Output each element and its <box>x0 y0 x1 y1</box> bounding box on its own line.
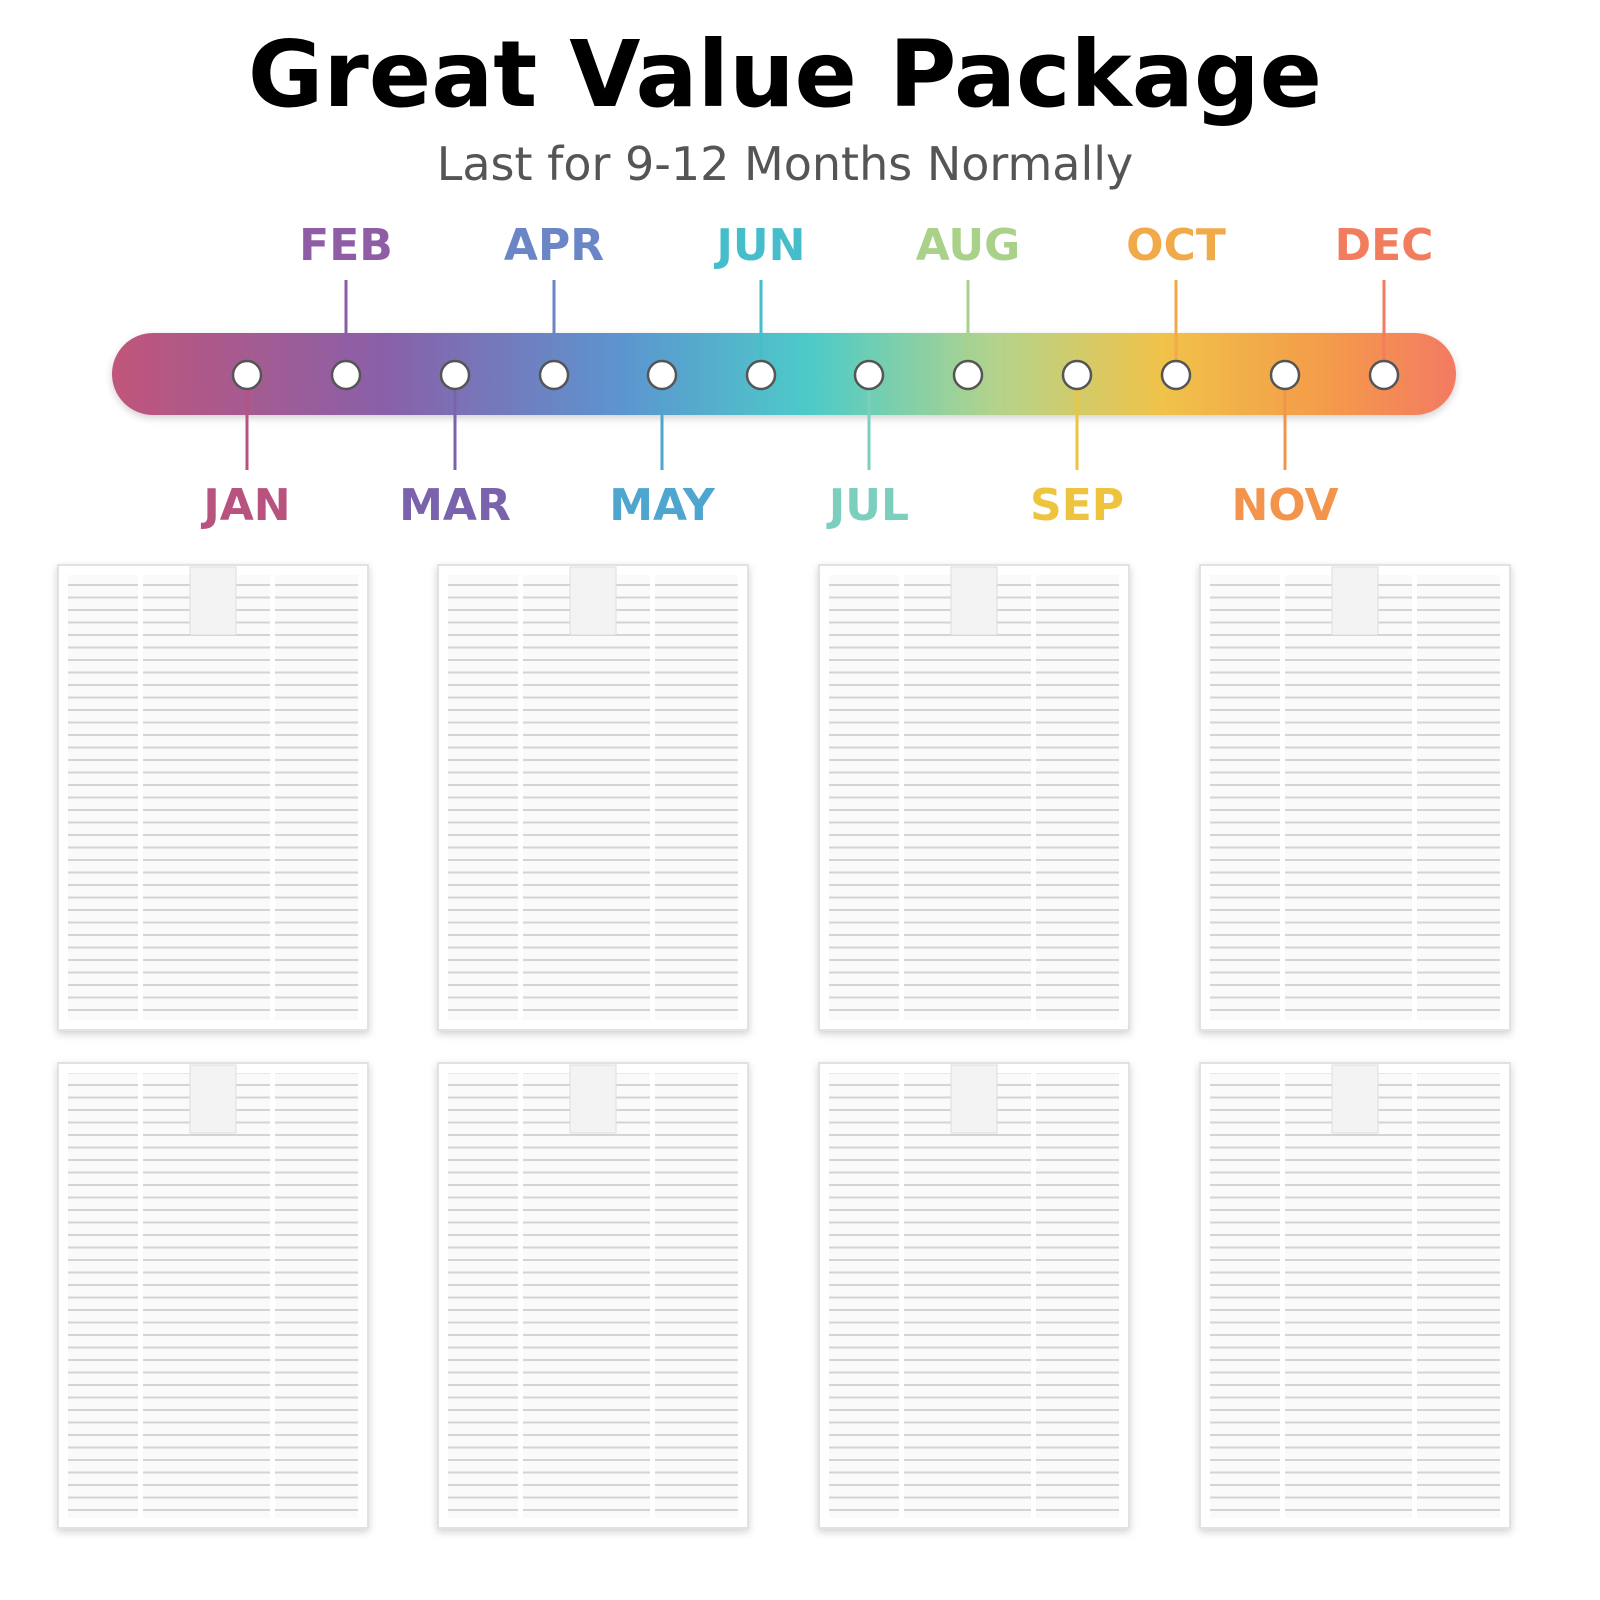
filter-divider <box>270 1073 275 1518</box>
filter-tab <box>569 566 617 636</box>
month-label: JUL <box>826 480 909 531</box>
dot <box>1061 359 1093 391</box>
filter-pleats <box>68 575 358 1020</box>
month-label: MAR <box>399 480 511 531</box>
month-label: SEP <box>1030 480 1124 531</box>
filter-pleats <box>1210 575 1500 1020</box>
filter-pleats <box>829 1073 1119 1518</box>
filter-divider <box>1280 575 1285 1020</box>
filter-pleats <box>68 1073 358 1518</box>
title: Great Value Package <box>248 21 1322 128</box>
filter-divider <box>650 1073 655 1518</box>
month-label: AUG <box>916 220 1021 271</box>
filters <box>57 564 1511 1529</box>
dot <box>538 359 570 391</box>
dot <box>439 359 471 391</box>
dot <box>853 359 885 391</box>
filter-divider <box>138 1073 143 1518</box>
filter-divider <box>1031 1073 1036 1518</box>
timeline: JAN FEB MAR APR MAY JUN JUL AUG SEP OCT NOV DEC <box>200 220 1433 531</box>
filter-tab <box>569 1064 617 1134</box>
filter-divider <box>1031 575 1036 1020</box>
filter-divider <box>1280 1073 1285 1518</box>
month-label: FEB <box>299 220 393 271</box>
dot <box>745 359 777 391</box>
dot <box>231 359 263 391</box>
filter-tab <box>950 1064 998 1134</box>
timeline-bar <box>112 333 1456 415</box>
dot <box>1269 359 1301 391</box>
filter-divider <box>899 575 904 1020</box>
filter-divider <box>138 575 143 1020</box>
filter-tab <box>189 566 237 636</box>
month-label: OCT <box>1126 220 1226 271</box>
month-label: DEC <box>1335 220 1434 271</box>
filter-pleats <box>1210 1073 1500 1518</box>
filter-tab <box>189 1064 237 1134</box>
filter-divider <box>518 575 523 1020</box>
dot <box>1160 359 1192 391</box>
filter-pleats <box>829 575 1119 1020</box>
dot <box>646 359 678 391</box>
filter-divider <box>1412 1073 1417 1518</box>
filter-divider <box>1412 575 1417 1020</box>
dot <box>952 359 984 391</box>
month-label: MAY <box>609 480 716 531</box>
filter-divider <box>518 1073 523 1518</box>
month-label: JAN <box>200 480 290 531</box>
filter-pleats <box>448 1073 738 1518</box>
filter-divider <box>270 575 275 1020</box>
filter-divider <box>899 1073 904 1518</box>
filter-tab <box>1331 566 1379 636</box>
filter-divider <box>650 575 655 1020</box>
month-label: APR <box>504 220 604 271</box>
filter-pleats <box>448 575 738 1020</box>
month-label: NOV <box>1231 480 1338 531</box>
dot <box>330 359 362 391</box>
dot <box>1368 359 1400 391</box>
filter-tab <box>950 566 998 636</box>
filter-tab <box>1331 1064 1379 1134</box>
subtitle: Last for 9-12 Months Normally <box>437 137 1134 191</box>
month-label: JUN <box>714 220 806 271</box>
